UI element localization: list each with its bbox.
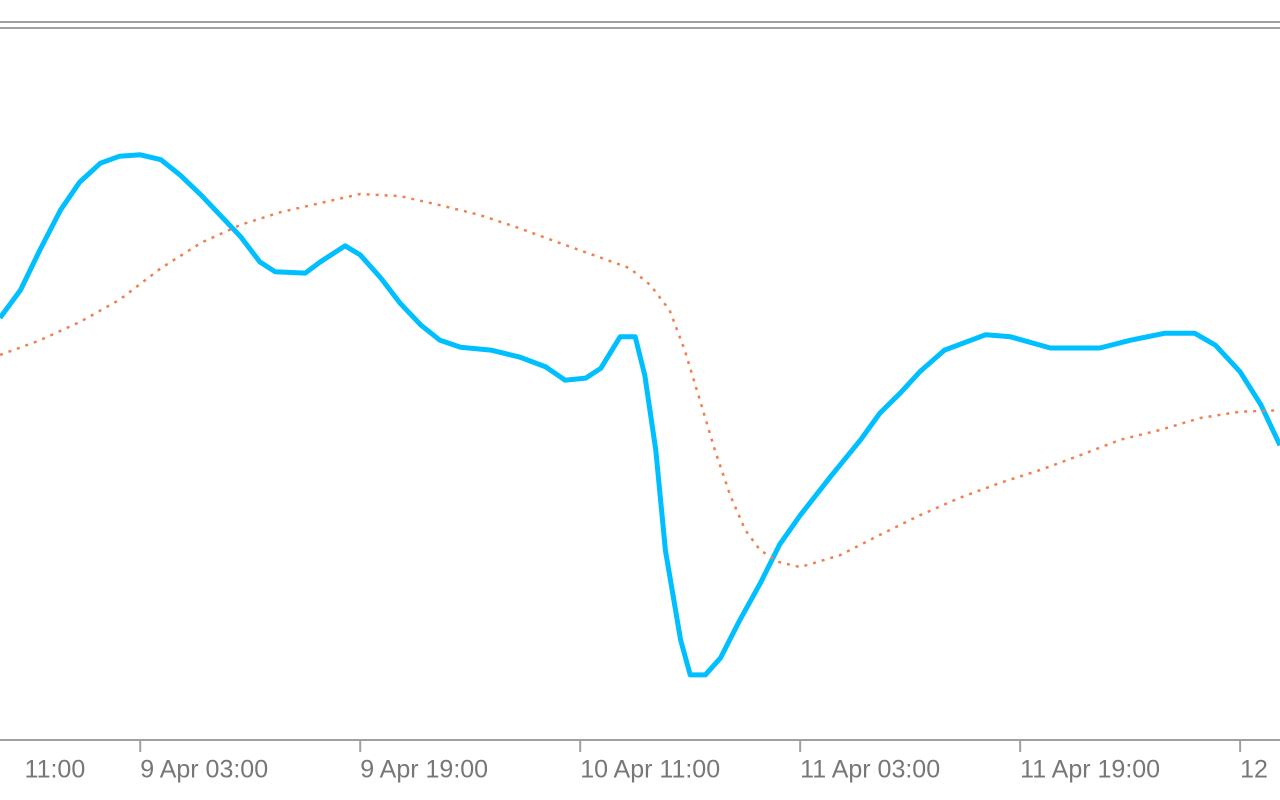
- x-tick-label: 10 Apr 11:00: [580, 756, 720, 784]
- x-tick-label: 9 Apr 19:00: [360, 756, 488, 784]
- x-tick-label: 12: [1240, 756, 1268, 784]
- x-tick-label: 11 Apr 03:00: [800, 756, 940, 784]
- x-tick-label: 9 Apr 03:00: [140, 756, 268, 784]
- x-tick-label: 11 Apr 19:00: [1020, 756, 1160, 784]
- series-line: [0, 192, 1280, 569]
- series-line: [0, 152, 1280, 678]
- x-tick-label: 11:00: [25, 756, 86, 784]
